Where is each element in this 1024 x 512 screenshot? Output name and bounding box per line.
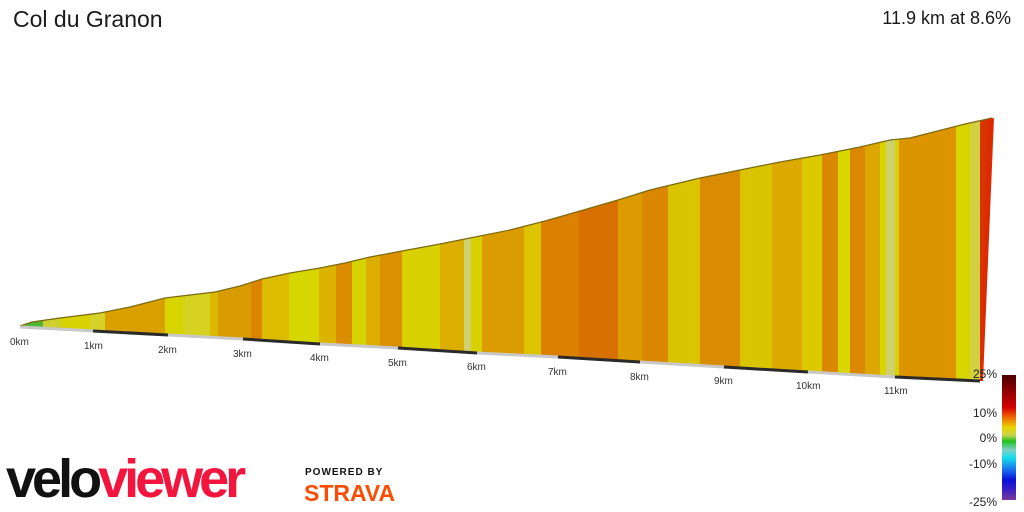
km-label-7: 7km [548, 367, 567, 378]
km-label-2: 2km [158, 345, 177, 356]
km-tick-labels: 0km 1km 2km 3km 4km 5km 6km 7km 8km 9km … [10, 337, 908, 397]
km-label-5: 5km [388, 358, 407, 369]
km-label-9: 9km [714, 376, 733, 387]
km-label-10: 10km [796, 381, 820, 392]
km-label-3: 3km [233, 349, 252, 360]
logo-viewer: viewer [98, 449, 246, 509]
legend-label-min: -25% [968, 495, 997, 509]
red-final-edge [980, 118, 994, 381]
legend-label-10: 10% [972, 406, 997, 420]
veloviewer-logo: veloviewer [6, 449, 246, 509]
gradient-color-scale [1002, 375, 1016, 500]
km-label-1: 1km [84, 341, 103, 352]
profile-outline [19, 117, 993, 327]
km-label-11: 11km [884, 386, 908, 397]
legend-label-max: 25% [972, 367, 997, 381]
legend-label-minus10: -10% [968, 457, 997, 471]
climb-title: Col du Granon [13, 6, 163, 32]
km-label-4: 4km [310, 353, 329, 364]
km-label-6: 6km [467, 362, 486, 373]
powered-by-label: POWERED BY [305, 467, 384, 478]
km-label-8: 8km [630, 372, 649, 383]
climb-summary: 11.9 km at 8.6% [882, 8, 1011, 28]
logo-velo: velo [6, 449, 102, 509]
strava-logo: STRAVA [304, 480, 396, 506]
distance-axis [19, 325, 981, 383]
km-label-0: 0km [10, 337, 29, 348]
legend-label-0: 0% [979, 431, 997, 445]
